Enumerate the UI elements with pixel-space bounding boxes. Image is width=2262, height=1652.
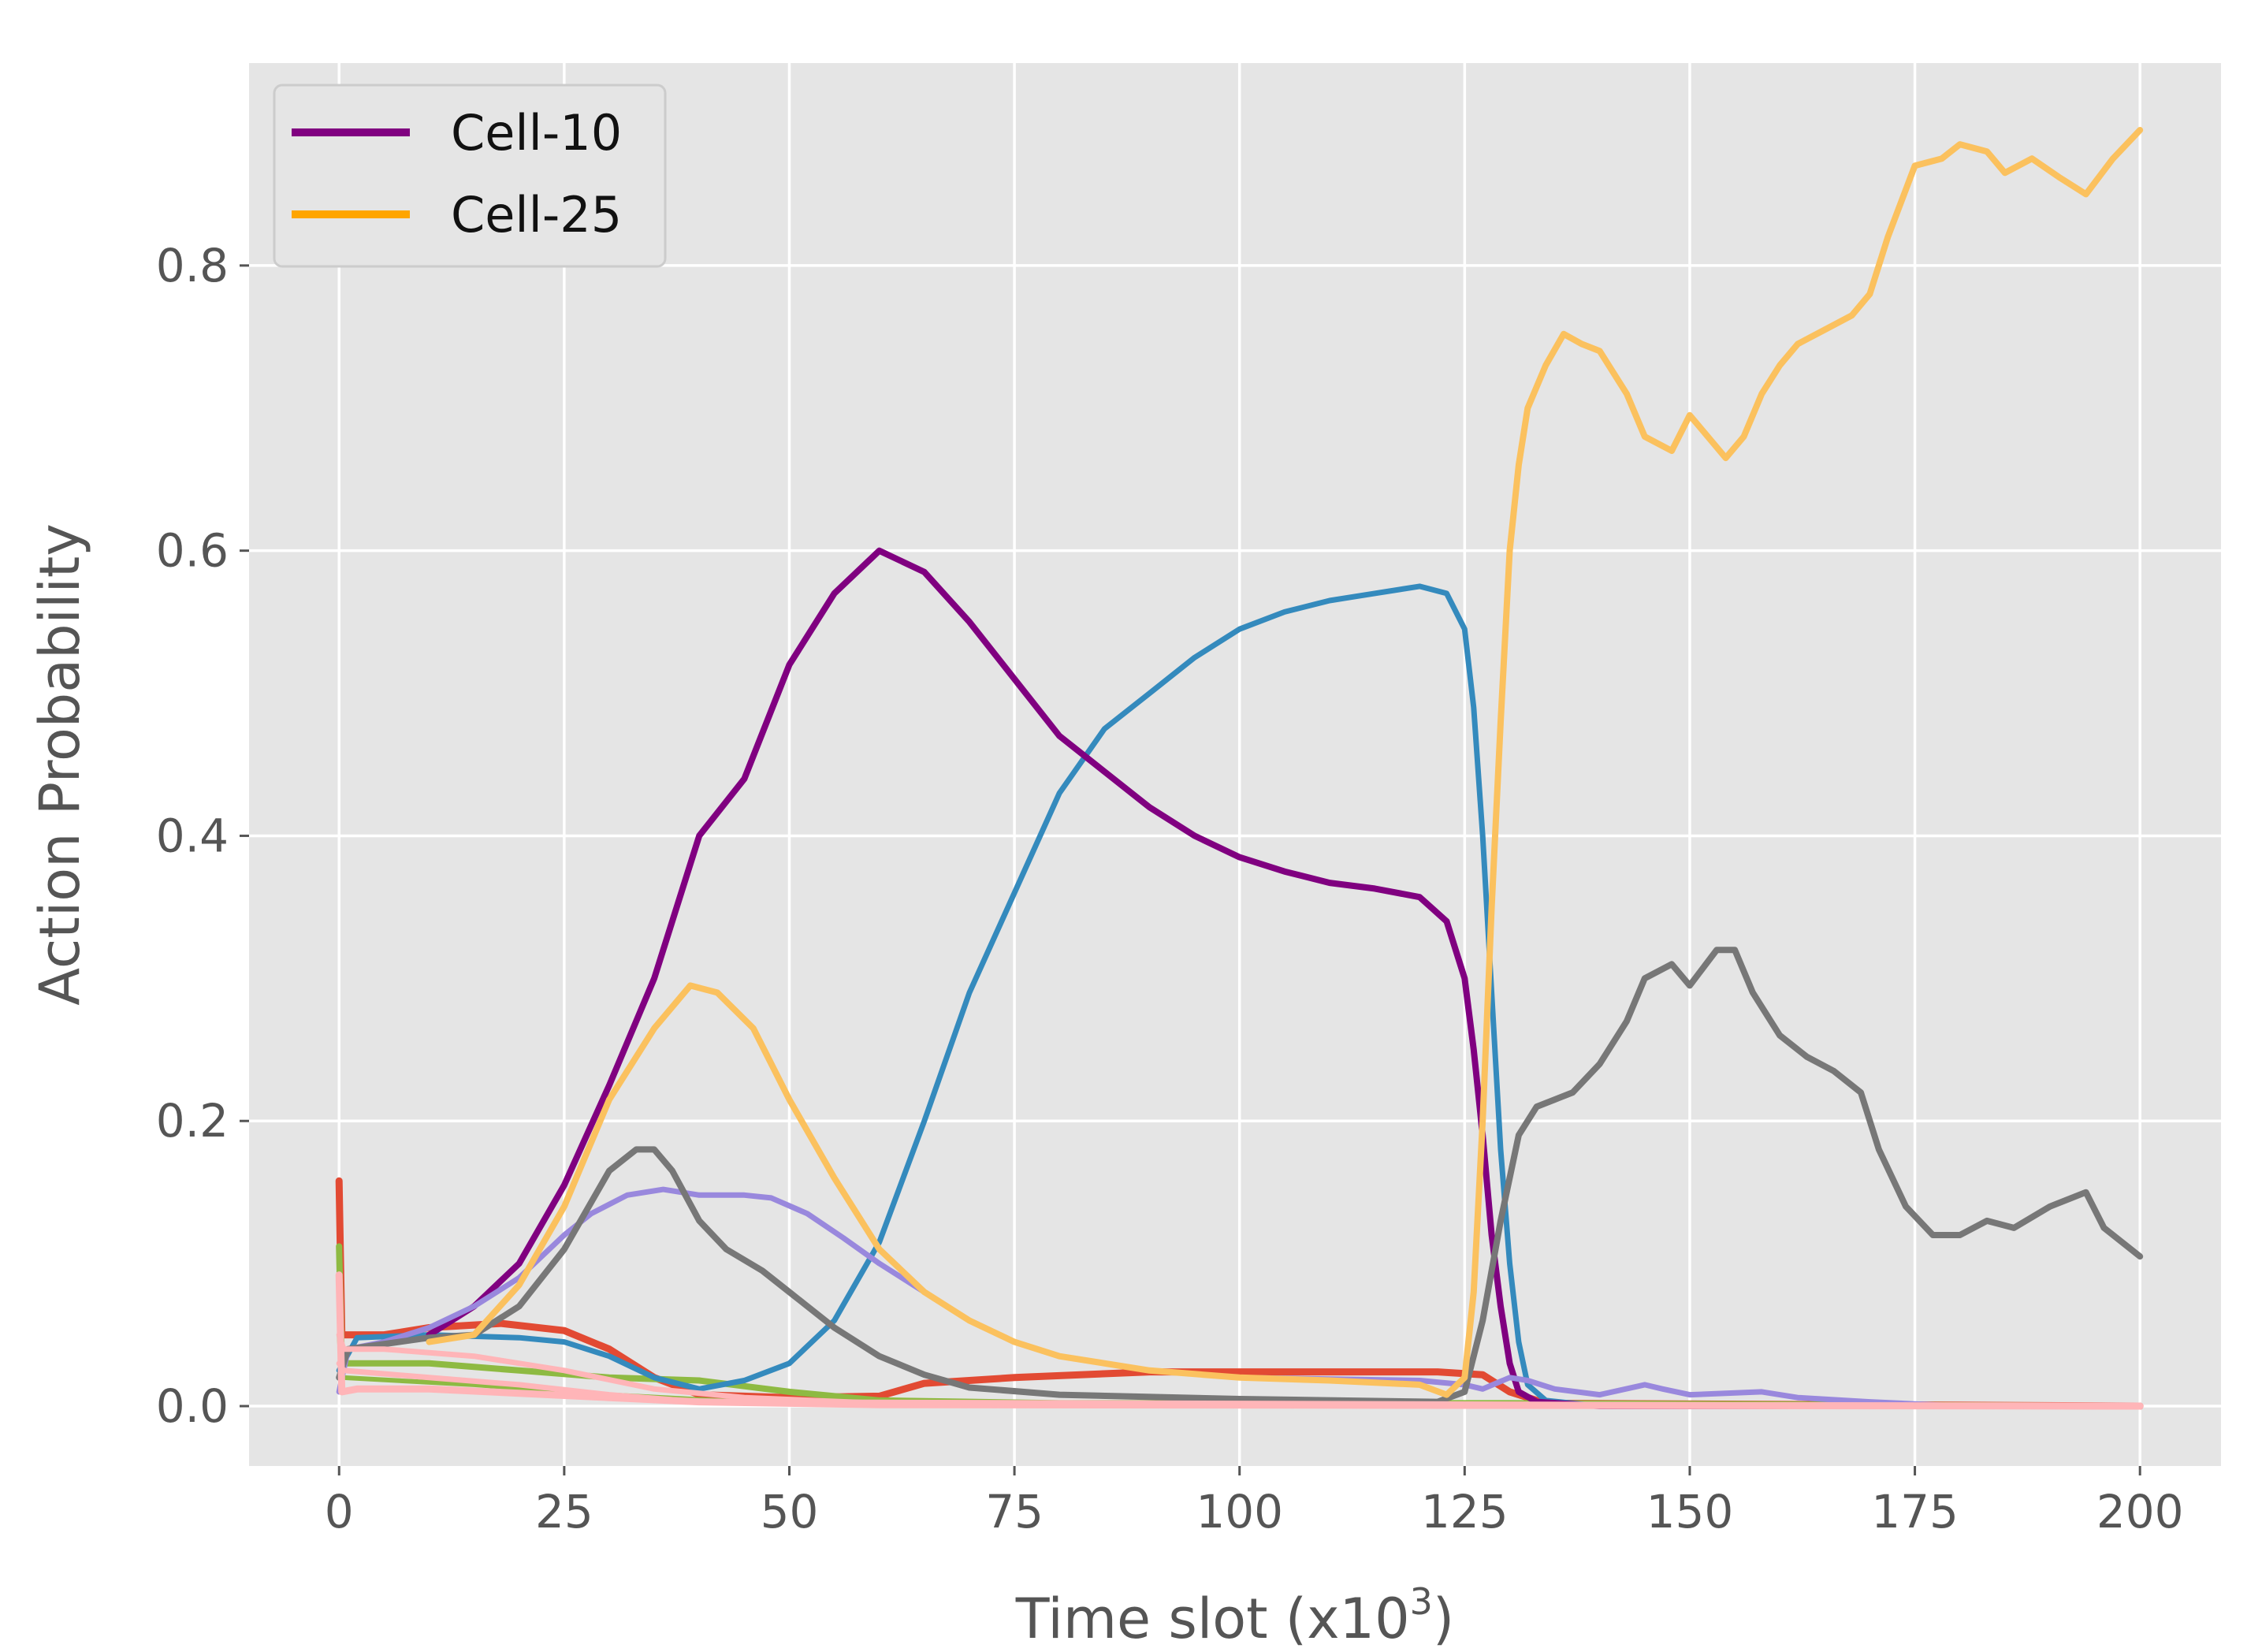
- y-tick-label: 0.6: [156, 524, 229, 578]
- y-tick-label: 0.8: [156, 239, 229, 292]
- legend-label-cell-10: Cell-10: [451, 104, 622, 162]
- y-axis-label: Action Probability: [28, 523, 92, 1006]
- x-axis-label-text: Time slot (x10: [1015, 1587, 1410, 1651]
- x-tick-label: 200: [2096, 1485, 2184, 1539]
- tick-group: 0 25 50 75 100 125 150 175 200 0.0 0.2 0.4 0.6 0.8: [156, 239, 2184, 1539]
- x-axis-label: Time slot (x103): [1015, 1580, 1454, 1651]
- y-tick-label: 0.0: [156, 1379, 229, 1433]
- series-line-cell-10: [426, 547, 2144, 1409]
- plot-background: [249, 63, 2221, 1466]
- y-tick-label: 0.4: [156, 809, 229, 862]
- legend-label-cell-25: Cell-25: [451, 186, 622, 244]
- x-tick-label: 75: [985, 1485, 1044, 1539]
- series-line-cell-25: [426, 127, 2144, 1398]
- y-tick-label: 0.2: [156, 1094, 229, 1148]
- x-axis-label-superscript: 3: [1410, 1580, 1433, 1623]
- x-tick-label: 175: [1871, 1485, 1959, 1539]
- x-axis-label-end: ): [1433, 1587, 1454, 1651]
- x-tick-label: 0: [325, 1485, 354, 1539]
- series-group: [335, 127, 2144, 1410]
- x-tick-label: 100: [1196, 1485, 1283, 1539]
- x-tick-label: 25: [535, 1485, 593, 1539]
- x-tick-label: 125: [1421, 1485, 1509, 1539]
- legend: Cell-10 Cell-25: [273, 84, 667, 268]
- x-tick-label: 150: [1646, 1485, 1734, 1539]
- series-line-6: [336, 947, 2144, 1405]
- series-line-3: [336, 583, 2143, 1409]
- series-line-10: [336, 1360, 2143, 1409]
- x-tick-label: 50: [761, 1485, 819, 1539]
